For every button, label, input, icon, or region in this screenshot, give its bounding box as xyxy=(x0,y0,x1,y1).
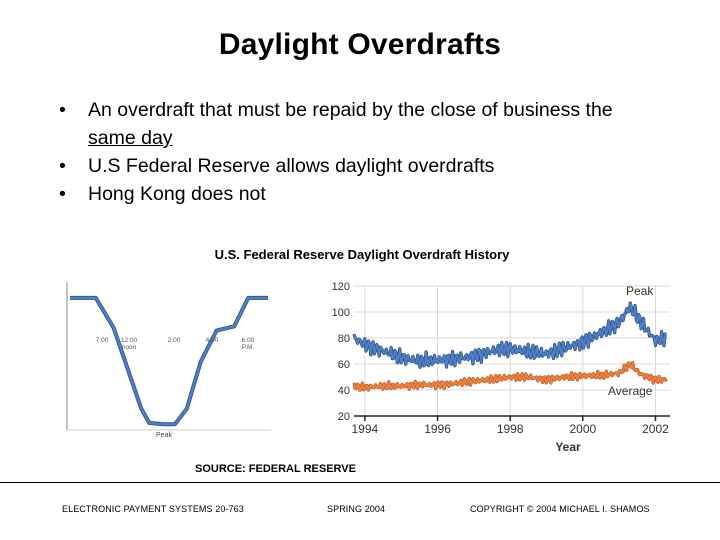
source-note: SOURCE: FEDERAL RESERVE xyxy=(195,463,356,475)
y-tick-label: 20 xyxy=(338,411,350,423)
x-tick-label: 2000 xyxy=(569,422,596,436)
intraday-overdraft-chart: 7:00 12:00 noon 2:00 4:00 6:00 P.M. Peak xyxy=(66,282,271,439)
overdraft-history-chart: 20 40 60 80 100 120 1994 1996 1998 2000 2002 Year Pe… xyxy=(332,281,670,454)
figure-title: U.S. Federal Reserve Daylight Overdraft … xyxy=(214,247,510,262)
legend-peak-label: Peak xyxy=(626,284,654,298)
x-tick-label: 7:00 xyxy=(96,337,109,344)
bullet-text: Hong Kong does not xyxy=(88,183,266,205)
series-line-peak xyxy=(353,302,667,369)
bullet-list: An overdraft that must be repaid by the … xyxy=(56,96,656,208)
x-tick-label: 12:00 noon xyxy=(121,337,138,351)
x-tick-label: 4:00 xyxy=(206,337,219,344)
x-tick-label: 2:00 xyxy=(168,337,181,344)
bullet-item: Hong Kong does not xyxy=(56,180,656,208)
series-line-average xyxy=(353,361,668,392)
footer-course: ELECTRONIC PAYMENT SYSTEMS 20-763 xyxy=(62,504,244,514)
bullet-item: U.S Federal Reserve allows daylight over… xyxy=(56,152,656,180)
x-tick-label: 1998 xyxy=(497,422,524,436)
series-line-overdraft xyxy=(70,296,268,426)
bullet-item: An overdraft that must be repaid by the … xyxy=(56,96,656,152)
slide-title: Daylight Overdrafts xyxy=(218,28,502,61)
x-tick-label: 1994 xyxy=(352,422,379,436)
legend-average-label: Average xyxy=(608,384,653,398)
footer-divider xyxy=(0,482,720,483)
y-tick-label: 120 xyxy=(332,281,350,293)
bullet-text: U.S Federal Reserve allows daylight over… xyxy=(88,155,495,177)
footer-term: SPRING 2004 xyxy=(327,504,386,514)
y-tick-label: 100 xyxy=(332,307,350,319)
y-tick-label: 80 xyxy=(338,333,350,345)
x-tick-label: 2002 xyxy=(642,422,669,436)
y-tick-label: 40 xyxy=(338,385,350,397)
bullet-underlined-text: same day xyxy=(88,127,173,149)
footer-copyright: COPYRIGHT © 2004 MICHAEL I. SHAMOS xyxy=(470,504,650,514)
x-tick-label: 6:00 P.M. xyxy=(242,337,255,351)
x-tick-label: 1996 xyxy=(424,422,451,436)
y-tick-label: 60 xyxy=(338,359,350,371)
bullet-text: An overdraft that must be repaid by the … xyxy=(88,99,613,121)
peak-annotation: Peak xyxy=(156,432,172,439)
x-axis-title: Year xyxy=(555,440,581,454)
